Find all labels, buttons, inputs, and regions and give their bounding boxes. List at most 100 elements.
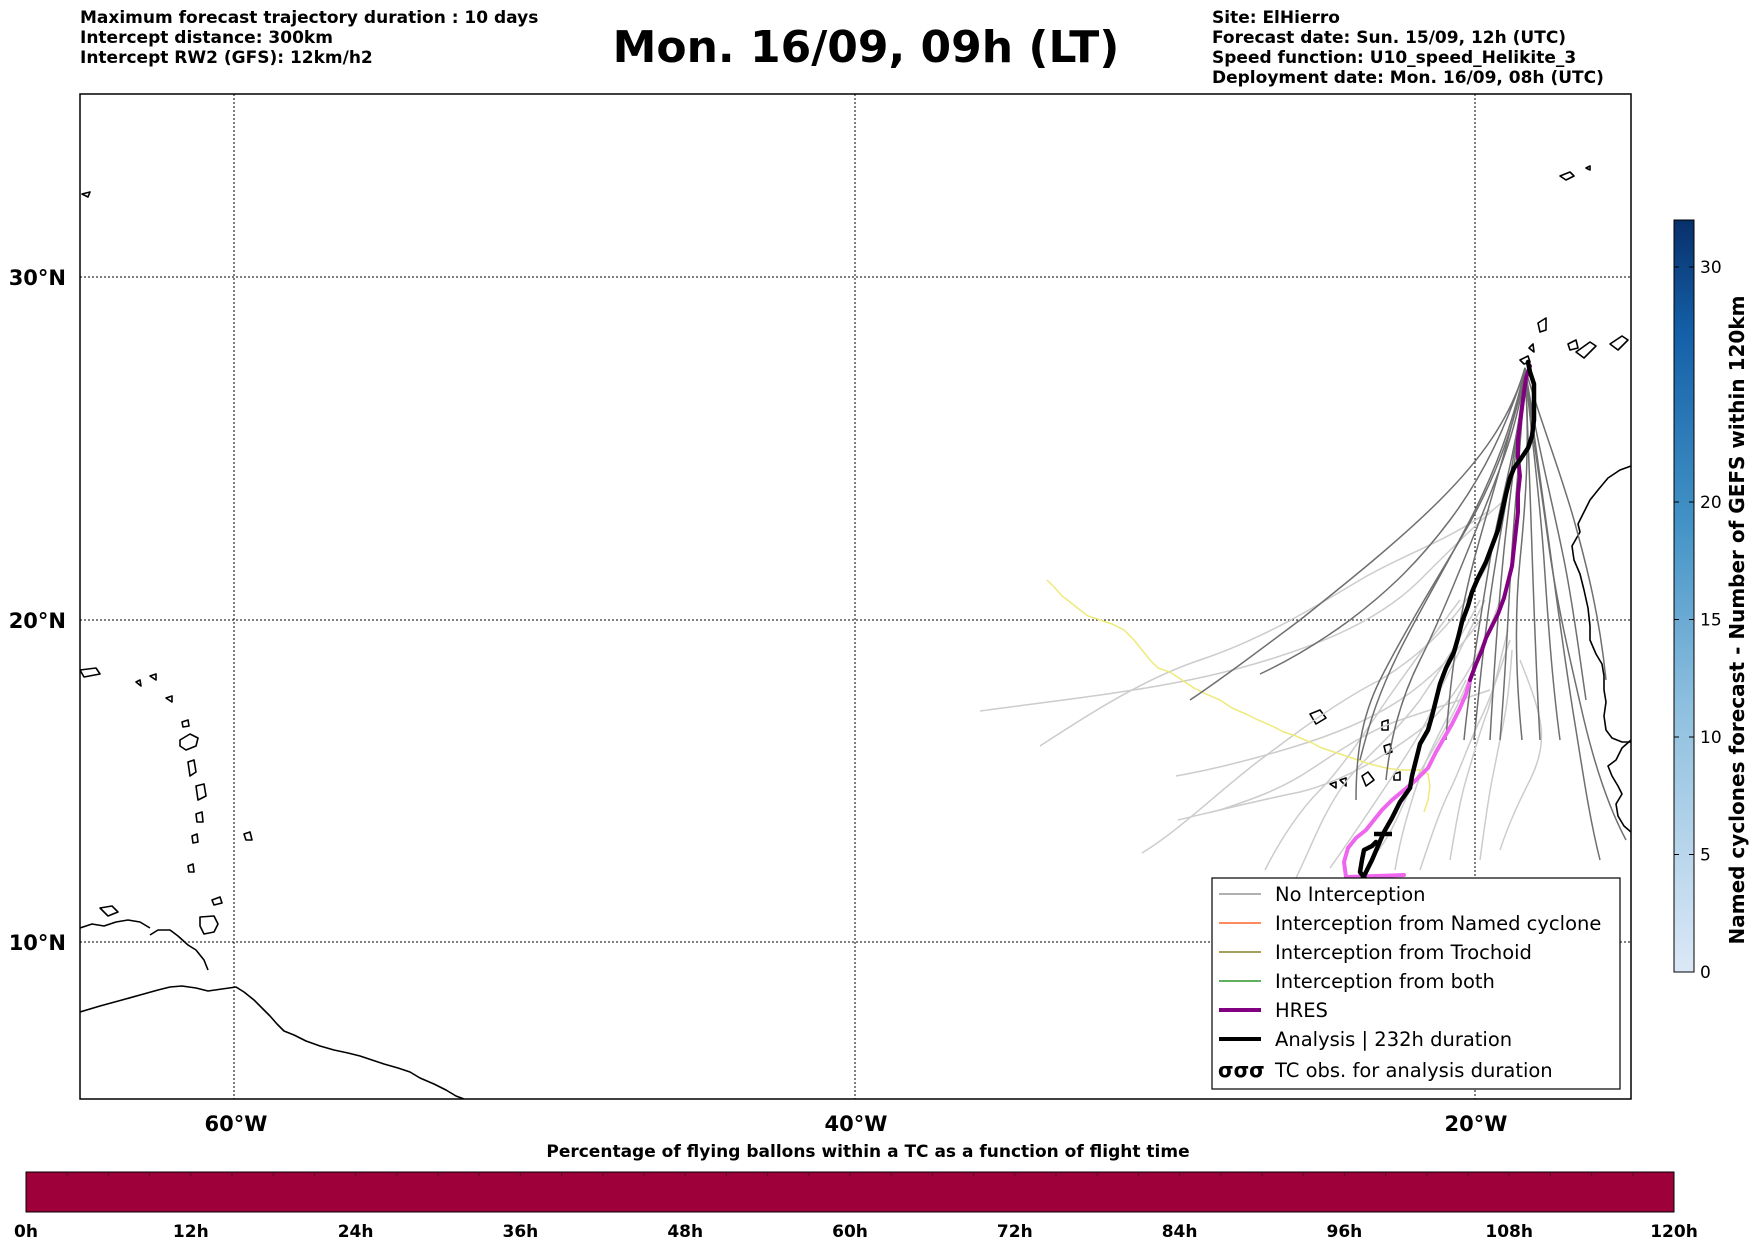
- legend-entry-named-cyclone: Interception from Named cyclone: [1219, 912, 1601, 935]
- trajectory-dark: [1385, 367, 1526, 781]
- legend: No Interception Interception from Named …: [1211, 877, 1621, 1090]
- colorbar-bottom-tick-label: 12h: [173, 1222, 209, 1241]
- coastline-st-vincent: [191, 833, 199, 844]
- legend-label: Analysis | 232h duration: [1275, 1028, 1512, 1051]
- lat-label-30n: 30°N: [9, 266, 66, 290]
- lon-labels: 60°W 40°W 20°W: [205, 1112, 1508, 1136]
- coastline-cape-verde-f: [1393, 771, 1401, 781]
- colorbar-right-fill: [1674, 220, 1694, 972]
- coastline-madeira: [1559, 171, 1575, 181]
- lat-label-20n: 20°N: [9, 609, 66, 633]
- coastline-guadeloupe: [179, 733, 199, 751]
- trajectory-light: [1449, 629, 1509, 861]
- header-right-line-1: Site: ElHierro: [1212, 8, 1340, 28]
- trajectory-dark: [1359, 367, 1526, 761]
- colorbar-right-tick-label: 5: [1700, 846, 1711, 866]
- colorbar-bottom-tick-label: 120h: [1650, 1222, 1698, 1241]
- coastline-south-america: [80, 985, 465, 1099]
- colorbar-bottom-tick-label: 36h: [503, 1222, 539, 1241]
- trajectory-dark: [1515, 367, 1528, 741]
- trajectory-light: [1294, 599, 1481, 881]
- coastline-cape-verde-g: [1329, 781, 1337, 789]
- colorbar-right-ticks: 0 5 10 15 20 30: [1674, 258, 1722, 983]
- colorbar-right-tick-label: 15: [1700, 611, 1722, 631]
- trajectory-yellow: [1046, 579, 1431, 813]
- trajectory-light: [1264, 599, 1461, 871]
- lat-label-10n: 10°N: [9, 931, 66, 955]
- colorbar-right-tick-label: 30: [1700, 258, 1722, 278]
- trajectory-light: [1177, 599, 1501, 821]
- legend-entries: No Interception Interception from Named …: [1218, 883, 1601, 1082]
- coastline-puerto-rico: [80, 667, 101, 678]
- colorbar-right-tick-label: 10: [1700, 728, 1722, 748]
- colorbar-bottom-tick-label: 72h: [997, 1222, 1033, 1241]
- trajectory-light: [1329, 599, 1486, 869]
- page-title-text: Mon. 16/09, 09h (LT): [612, 22, 1120, 73]
- hres-track-magenta: [1342, 678, 1472, 879]
- coastline-margarita: [99, 905, 119, 917]
- trajectory-dark: [1524, 367, 1601, 861]
- ensemble-trajectories-light: [979, 499, 1543, 881]
- colorbar-right: 0 5 10 15 20 30 Named cyclones forecast - Num…: [1673, 219, 1749, 983]
- trajectory-light: [1175, 619, 1481, 777]
- legend-entry-analysis: Analysis | 232h duration: [1219, 1028, 1512, 1051]
- coastline-africa-senegal: [1607, 739, 1631, 833]
- coastline-gran-canaria: [1567, 339, 1579, 351]
- map-frame: [79, 93, 1632, 1100]
- coastline-barbados: [243, 831, 253, 841]
- coastline-trinidad: [199, 915, 219, 935]
- header-left-line-1: Maximum forecast trajectory duration : 1…: [80, 8, 539, 28]
- colorbar-bottom-tick-label: 48h: [667, 1222, 703, 1241]
- trajectory-light: [1499, 659, 1543, 851]
- tc-symbol-icon: σσσ: [1218, 1058, 1265, 1082]
- coastline-paria-peninsula: [149, 929, 209, 971]
- trajectory-light: [1479, 649, 1513, 861]
- coastline-selvagens: [1585, 165, 1591, 171]
- legend-entry-trochoid: Interception from Trochoid: [1219, 941, 1532, 964]
- trajectory-dark: [1355, 367, 1526, 801]
- colorbar-bottom-ticks: 0h 12h 24h 36h 48h 60h 72h 84h 96h 108h 120h: [14, 1172, 1698, 1241]
- lon-label-20w: 20°W: [1445, 1112, 1508, 1136]
- trajectory-dark: [1524, 367, 1607, 681]
- coastline-fuerteventura: [1575, 341, 1597, 359]
- legend-label: Interception from Trochoid: [1275, 941, 1532, 964]
- trajectory-light: [1141, 559, 1491, 854]
- page-title: Mon. 16/09, 09h (LT): [0, 22, 1752, 73]
- legend-entry-both: Interception from both: [1219, 970, 1495, 993]
- hres-trajectory: [1342, 364, 1532, 879]
- trajectory-dark: [1524, 367, 1627, 841]
- header-right-line-4: Deployment date: Mon. 16/09, 08h (UTC): [1212, 68, 1604, 88]
- trajectory-dark: [1189, 367, 1526, 701]
- legend-label: HRES: [1275, 999, 1328, 1022]
- colorbar-right-frame: [1673, 219, 1695, 973]
- colorbar-bottom-tick-label: 96h: [1327, 1222, 1363, 1241]
- colorbar-bottom-fill: [25, 1171, 1675, 1213]
- coastline-la-palma: [1528, 343, 1535, 353]
- coastline-antigua: [181, 719, 190, 728]
- legend-label: No Interception: [1275, 883, 1426, 906]
- header-right-line-2: Forecast date: Sun. 15/09, 12h (UTC): [1212, 28, 1567, 48]
- coastline-tobago: [211, 896, 223, 906]
- coastline-cape-verde-e: [1361, 771, 1375, 787]
- header-right-line-3: Speed function: U10_speed_Helikite_3: [1212, 48, 1577, 68]
- trajectory-dark: [1259, 367, 1526, 675]
- coastline-venezuela-north: [80, 919, 151, 929]
- coastlines: [80, 165, 1631, 1099]
- coastline-bermuda-like: [81, 191, 91, 198]
- colorbar-bottom-tick-label: 84h: [1162, 1222, 1198, 1241]
- trajectory-light: [1039, 509, 1491, 747]
- colorbar-bottom-title: Percentage of flying ballons within a TC…: [546, 1142, 1189, 1162]
- colorbar-bottom-tick-label: 24h: [338, 1222, 374, 1241]
- legend-label: Interception from both: [1275, 970, 1495, 993]
- legend-entry-no-interception: No Interception: [1219, 883, 1426, 906]
- colorbar-right-tick-label: 20: [1700, 493, 1722, 513]
- header-left-line-3: Intercept RW2 (GFS): 12km/h2: [80, 48, 373, 68]
- coastline-leeward-c: [135, 679, 142, 687]
- legend-entry-hres: HRES: [1219, 999, 1328, 1022]
- lat-labels: 30°N 20°N 10°N: [9, 266, 66, 955]
- hres-track-purple: [1468, 364, 1532, 682]
- coastline-leeward-b: [165, 695, 173, 703]
- colorbar-bottom: Percentage of flying ballons within a TC…: [14, 1142, 1698, 1241]
- legend-box: [1211, 877, 1621, 1090]
- legend-entry-tc-obs: σσσ TC obs. for analysis duration: [1218, 1058, 1553, 1082]
